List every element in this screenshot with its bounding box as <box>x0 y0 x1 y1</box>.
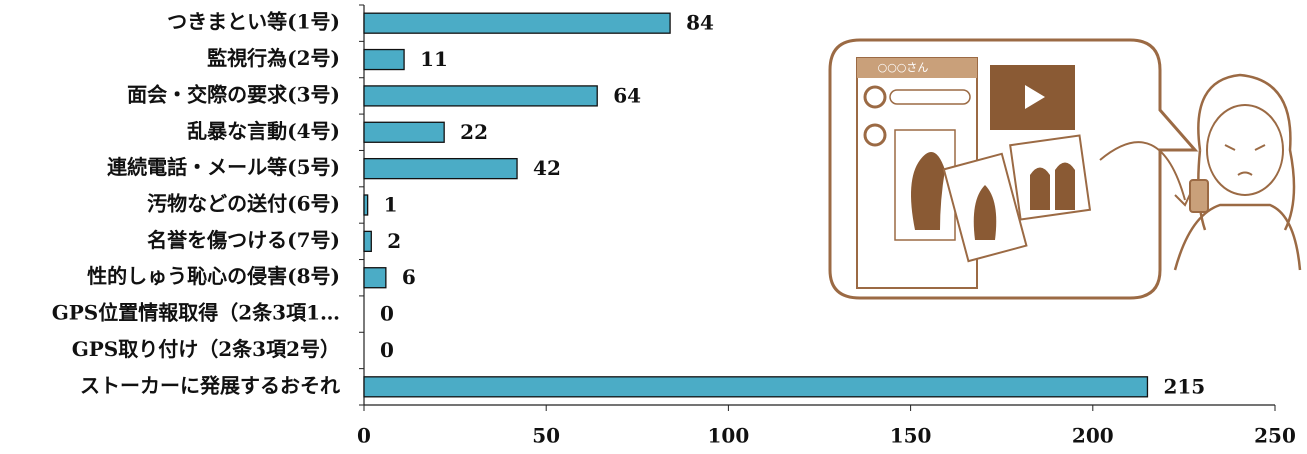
bar <box>363 230 372 253</box>
woman-phone <box>1189 179 1209 213</box>
bar <box>363 85 598 107</box>
value-label: 6 <box>402 265 416 289</box>
photo <box>1009 134 1092 221</box>
value-label: 1 <box>384 193 398 217</box>
value-label: 22 <box>460 120 488 144</box>
woman-face <box>1206 104 1284 196</box>
bar <box>363 376 1149 398</box>
y-tick-label: 連続電話・メール等(5号) <box>107 155 340 179</box>
woman-expression <box>1224 144 1266 176</box>
x-tick-label: 150 <box>890 424 932 448</box>
avatar <box>863 85 887 109</box>
x-tick-label: 250 <box>1254 424 1296 448</box>
x-tick-label: 50 <box>532 424 560 448</box>
value-label: 0 <box>380 302 394 326</box>
value-label: 42 <box>533 156 561 180</box>
bar <box>363 267 387 289</box>
value-label: 215 <box>1163 374 1205 398</box>
illustration: ○○○さん <box>828 38 1302 300</box>
bar <box>363 194 369 216</box>
silhouette <box>911 152 945 230</box>
y-tick-label: ストーカーに発展するおそれ <box>80 373 340 397</box>
y-tick-label: 名誉を傷つける(7号) <box>147 228 340 252</box>
play-icon <box>1025 85 1045 109</box>
value-label: 64 <box>613 83 641 107</box>
bar <box>363 121 445 143</box>
value-label: 84 <box>686 11 714 35</box>
speech-bubble <box>828 38 1199 300</box>
y-tick-label: 乱暴な言動(4号) <box>187 119 340 143</box>
y-tick-label: GPS取り付け（2条3項2号） <box>72 337 340 361</box>
woman-hair <box>1197 73 1296 231</box>
illustration-label: ○○○さん <box>878 61 929 74</box>
y-tick-label: 汚物などの送付(6号) <box>147 192 340 216</box>
y-tick-label: GPS位置情報取得（2条3項1… <box>52 301 340 325</box>
bar <box>363 157 518 180</box>
x-tick-label: 200 <box>1072 424 1114 448</box>
y-tick-label: 監視行為(2号) <box>207 46 340 70</box>
arrow <box>1099 141 1186 201</box>
avatar <box>863 123 887 147</box>
bar <box>363 48 405 71</box>
value-label: 2 <box>387 229 401 253</box>
woman-body <box>1173 203 1302 271</box>
silhouette <box>1030 162 1075 210</box>
value-label: 0 <box>380 338 394 362</box>
phone-header <box>857 58 977 78</box>
message <box>889 89 971 105</box>
bar <box>363 12 671 34</box>
silhouette <box>973 185 997 240</box>
y-tick-label: 性的しゅう恥心の侵害(8号) <box>87 264 340 288</box>
x-tick-label: 100 <box>708 424 750 448</box>
value-label: 11 <box>420 47 448 71</box>
y-tick-label: 面会・交際の要求(3号) <box>127 82 340 106</box>
x-tick-label: 0 <box>357 424 371 448</box>
y-tick-label: つきまとい等(1号) <box>167 10 340 34</box>
